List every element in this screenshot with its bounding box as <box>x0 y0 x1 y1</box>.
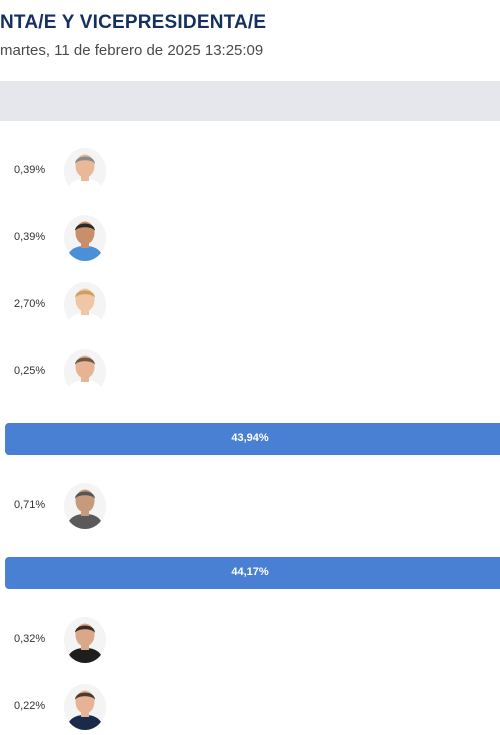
candidate-row: 0,32% <box>0 617 500 663</box>
vote-percent-label: 0,71% <box>14 499 46 511</box>
table-header-band <box>0 81 500 121</box>
candidate-row-leading: 44,17% <box>0 557 500 589</box>
candidate-row: 0,22% <box>0 684 500 730</box>
candidate-avatar <box>64 282 106 328</box>
candidate-row: 0,39% <box>0 215 500 261</box>
candidate-avatar <box>64 684 106 730</box>
vote-percent-label: 44,17% <box>231 566 269 578</box>
vote-percent-label: 0,25% <box>14 365 46 377</box>
candidate-avatar <box>64 617 106 663</box>
candidate-avatar <box>64 349 106 395</box>
candidate-row: 0,25% <box>0 349 500 395</box>
candidate-row-leading: 43,94% <box>0 423 500 455</box>
candidate-row: 0,39% <box>0 148 500 194</box>
candidate-row: 2,70% <box>0 282 500 328</box>
vote-percent-label: 0,39% <box>14 231 46 243</box>
vote-percent-label: 2,70% <box>14 298 46 310</box>
candidate-avatar <box>64 148 106 194</box>
candidate-avatar <box>64 483 106 529</box>
vote-share-bar <box>5 557 500 589</box>
candidate-row: 0,71% <box>0 483 500 529</box>
vote-percent-label: 0,22% <box>14 700 46 712</box>
page-title: NTA/E Y VICEPRESIDENTA/E <box>0 12 267 33</box>
vote-percent-label: 0,39% <box>14 164 46 176</box>
vote-percent-label: 43,94% <box>231 432 269 444</box>
page-subtitle-timestamp: martes, 11 de febrero de 2025 13:25:09 <box>0 42 264 59</box>
vote-percent-label: 0,32% <box>14 633 46 645</box>
vote-share-bar <box>5 423 500 455</box>
candidate-avatar <box>64 215 106 261</box>
